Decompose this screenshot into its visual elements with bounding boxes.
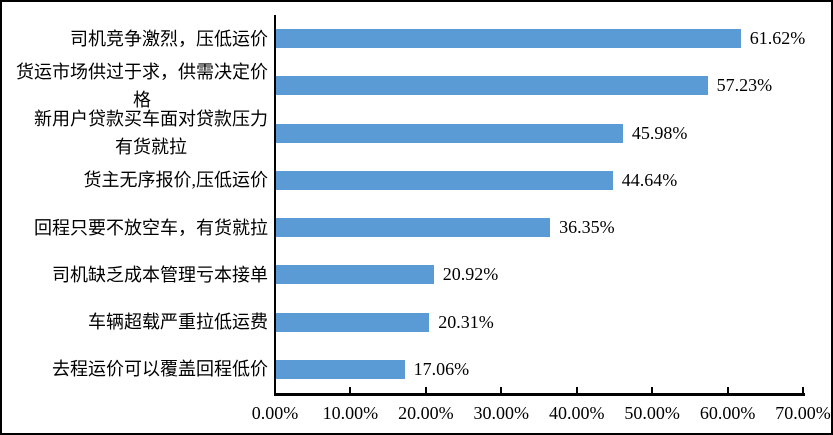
x-axis-tick-label: 60.00% bbox=[699, 403, 756, 423]
x-axis-tick bbox=[726, 387, 729, 393]
category-label-cell: 司机竞争激烈，压低运价 bbox=[4, 15, 268, 62]
category-label: 去程运价可以覆盖回程低价 bbox=[52, 359, 268, 380]
x-axis-tick-label: 70.00% bbox=[775, 403, 831, 423]
x-axis-tick bbox=[651, 387, 654, 393]
bar bbox=[276, 312, 430, 332]
value-label: 44.64% bbox=[621, 169, 678, 190]
category-label: 新用户贷款买车面对贷款压力 有货就拉 bbox=[34, 109, 268, 158]
category-label-cell: 货运市场供过于求，供需决定价 格 bbox=[4, 62, 268, 110]
category-label-cell: 司机缺乏成本管理亏本接单 bbox=[4, 251, 268, 298]
x-axis-tick bbox=[500, 387, 503, 393]
value-label: 17.06% bbox=[413, 358, 470, 379]
value-label: 61.62% bbox=[749, 28, 806, 49]
category-label-cell: 货主无序报价,压低运价 bbox=[4, 157, 269, 204]
x-axis-tick-label: 40.00% bbox=[548, 403, 605, 423]
x-axis-tick bbox=[424, 387, 427, 393]
category-label-cell: 回程只要不放空车，有货就拉 bbox=[4, 204, 268, 251]
category-label: 司机缺乏成本管理亏本接单 bbox=[52, 264, 268, 285]
category-label: 司机竞争激烈，压低运价 bbox=[70, 28, 268, 49]
bar bbox=[276, 265, 434, 285]
category-label-cell: 车辆超载严重拉低运费 bbox=[4, 299, 268, 346]
value-label: 20.92% bbox=[442, 264, 499, 285]
bar bbox=[276, 76, 708, 96]
x-axis-tick bbox=[575, 387, 578, 393]
value-label: 45.98% bbox=[631, 122, 688, 143]
category-label: 车辆超载严重拉低运费 bbox=[88, 312, 268, 333]
value-label: 57.23% bbox=[716, 75, 773, 96]
x-axis-tick-label: 20.00% bbox=[398, 403, 454, 423]
category-label: 回程只要不放空车，有货就拉 bbox=[34, 217, 268, 238]
x-axis-tick-label: 30.00% bbox=[473, 403, 530, 423]
bar bbox=[276, 359, 405, 379]
x-axis-tick-label: 50.00% bbox=[624, 403, 680, 423]
category-label: 货运市场供过于求，供需决定价 格 bbox=[16, 61, 268, 110]
x-axis-tick bbox=[274, 387, 276, 393]
category-label: 货主无序报价,压低运价 bbox=[83, 170, 269, 191]
x-axis-tick bbox=[349, 387, 352, 393]
bar bbox=[276, 218, 551, 238]
category-label-cell: 新用户贷款买车面对贷款压力 有货就拉 bbox=[4, 109, 268, 157]
value-label: 20.31% bbox=[438, 311, 494, 332]
x-axis-tick-label: 0.00% bbox=[251, 403, 299, 423]
category-label-cell: 去程运价可以覆盖回程低价 bbox=[4, 346, 268, 393]
bar bbox=[276, 123, 623, 143]
x-axis-tick bbox=[802, 387, 804, 393]
value-label: 36.35% bbox=[559, 217, 615, 238]
bar bbox=[276, 170, 613, 190]
x-axis-tick-label: 10.00% bbox=[322, 403, 379, 423]
x-axis-line bbox=[274, 393, 805, 396]
y-axis-line bbox=[274, 15, 276, 396]
bar bbox=[276, 29, 741, 49]
